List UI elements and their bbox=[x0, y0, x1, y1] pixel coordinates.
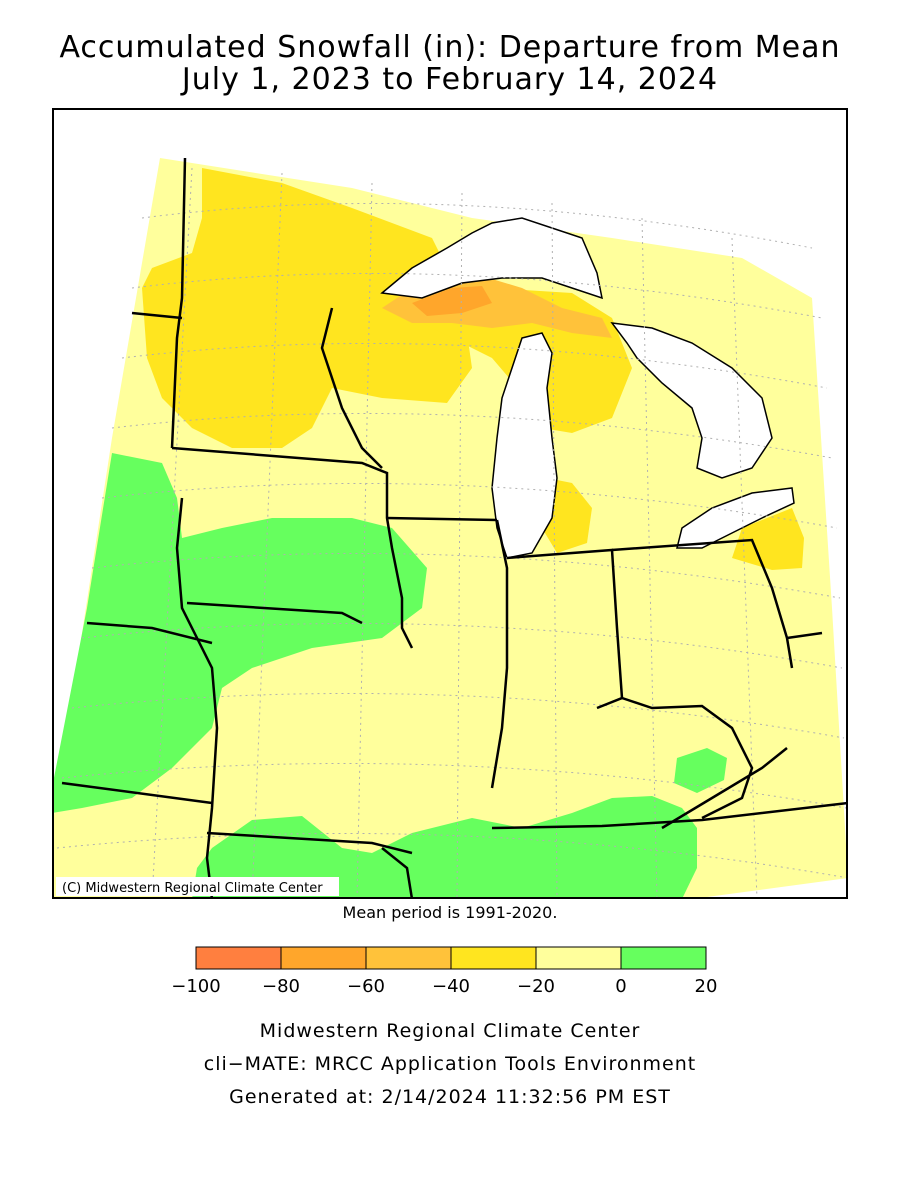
map-date-range: July 1, 2023 to February 14, 2024 bbox=[181, 62, 719, 97]
map-title: Accumulated Snowfall (in): Departure fro… bbox=[59, 30, 841, 65]
snowfall-departure-map: (C) Midwestern Regional Climate Center bbox=[52, 108, 849, 900]
legend-boxes bbox=[195, 946, 707, 970]
legend-tick-label-2: −60 bbox=[347, 976, 385, 995]
legend-tick-label-6: 20 bbox=[695, 976, 718, 995]
lake-erie bbox=[676, 487, 795, 549]
legend-tick-label-0: −100 bbox=[171, 976, 220, 995]
map-region-minnesota-wisconsin bbox=[142, 168, 472, 448]
footer-org: Midwestern Regional Climate Center bbox=[259, 1020, 641, 1042]
legend-tick-label-1: −80 bbox=[262, 976, 300, 995]
legend-bin-1 bbox=[280, 946, 367, 970]
lake-superior bbox=[380, 217, 603, 300]
map-region-mid-south bbox=[192, 796, 697, 899]
map-region-kentucky-spot bbox=[674, 748, 727, 793]
copyright-label: (C) Midwestern Regional Climate Center bbox=[62, 881, 323, 896]
legend-tick-label-4: −20 bbox=[517, 976, 555, 995]
legend-tick-label-5: 0 bbox=[615, 976, 626, 995]
map-region-keweenaw bbox=[412, 286, 492, 316]
legend-labels: −100 −80 −60 −40 −20 0 20 bbox=[171, 976, 718, 997]
legend-tick-label-3: −40 bbox=[432, 976, 470, 995]
legend-bin-3 bbox=[450, 946, 537, 970]
map-region-ne-ohio bbox=[732, 508, 804, 570]
footer-generated: Generated at: 2/14/2024 11:32:56 PM EST bbox=[229, 1086, 671, 1108]
lake-huron bbox=[610, 322, 773, 479]
legend-bin-0 bbox=[195, 946, 282, 970]
mean-period-note: Mean period is 1991-2020. bbox=[342, 903, 558, 922]
map-region-plains bbox=[52, 453, 427, 813]
lake-michigan bbox=[491, 332, 558, 559]
legend-bin-2 bbox=[365, 946, 452, 970]
map-border bbox=[52, 108, 848, 899]
color-legend: −100 −80 −60 −40 −20 0 20 bbox=[0, 945, 900, 997]
copyright-box bbox=[56, 877, 339, 896]
state-borders bbox=[61, 157, 849, 900]
footer-tool: cli−MATE: MRCC Application Tools Environ… bbox=[203, 1053, 697, 1075]
legend-bin-4 bbox=[535, 946, 622, 970]
legend-bin-5 bbox=[620, 946, 707, 970]
map-graticule bbox=[56, 167, 849, 900]
